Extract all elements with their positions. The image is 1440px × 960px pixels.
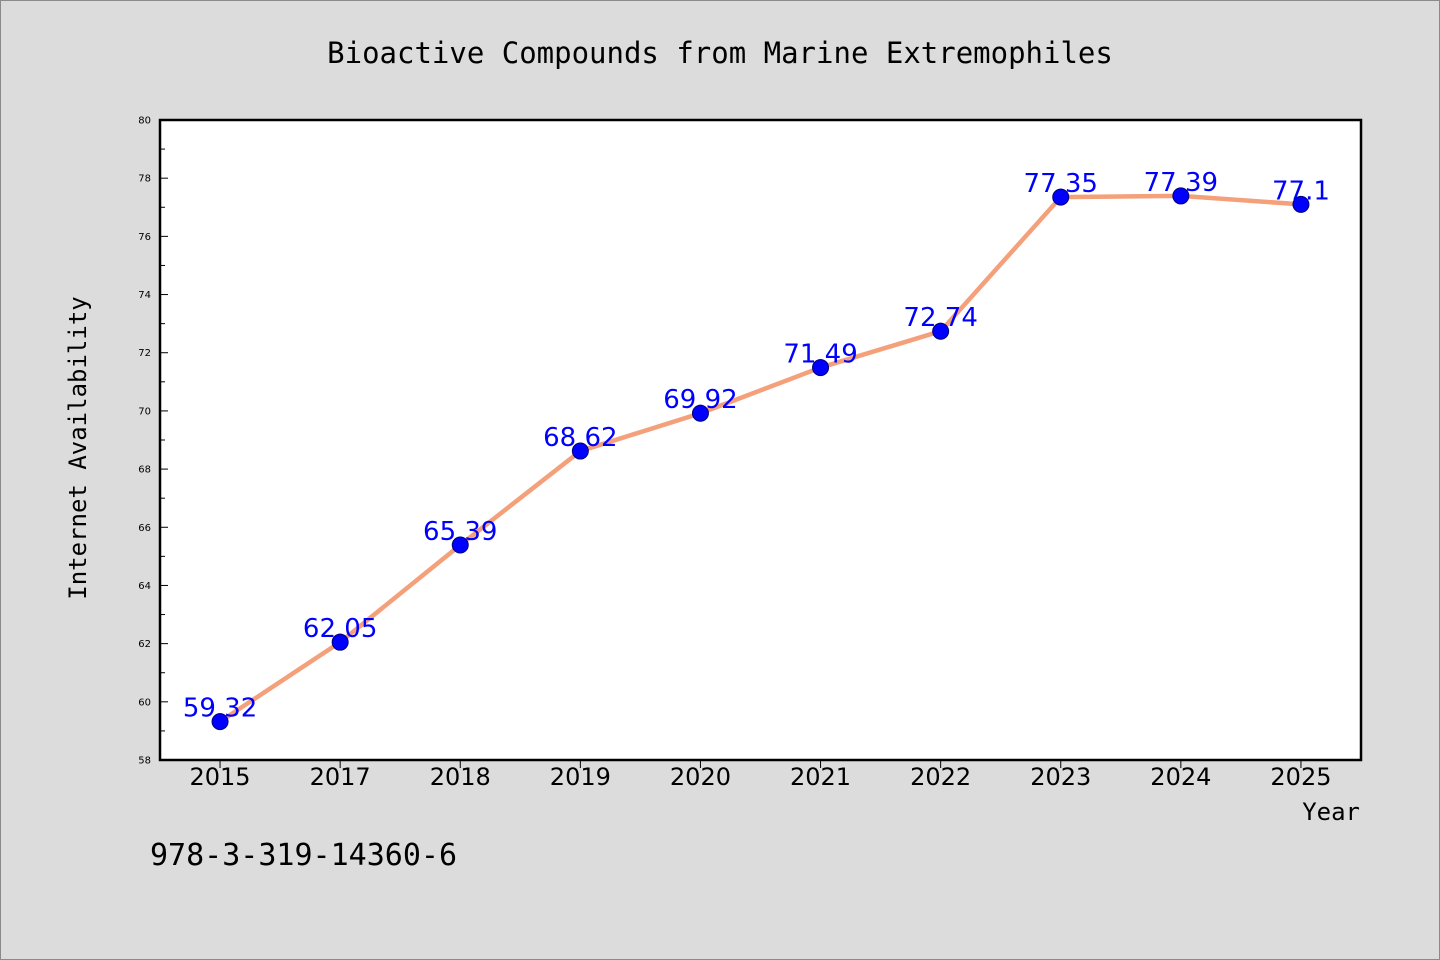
x-tick-label: 2022 (910, 763, 971, 791)
y-tick-label: 68 (138, 465, 151, 476)
y-tick-label: 58 (138, 756, 151, 767)
data-point (691, 404, 709, 422)
y-tick-label: 66 (138, 523, 151, 534)
x-tick-label: 2021 (790, 763, 851, 791)
y-tick-label: 72 (138, 348, 151, 359)
y-tick-label: 74 (138, 290, 151, 301)
data-point (331, 633, 349, 651)
plot-area (160, 120, 1361, 760)
y-tick-label: 70 (138, 406, 151, 417)
y-tick-label: 60 (138, 697, 151, 708)
data-point (1292, 195, 1310, 213)
y-tick-label: 80 (138, 116, 151, 127)
x-axis-label: Year (1302, 798, 1360, 826)
y-axis-label: Internet Availability (64, 296, 92, 599)
data-point (1052, 188, 1070, 206)
data-points (211, 187, 1310, 731)
x-tick-label: 2019 (550, 763, 611, 791)
x-tick-label: 2025 (1270, 763, 1331, 791)
axes: 58 60 62 64 66 68 70 72 74 76 78 80 2015 2017 2018 2019… (138, 116, 1331, 792)
x-tick-label: 2020 (670, 763, 731, 791)
chart-title: Bioactive Compounds from Marine Extremop… (327, 36, 1113, 70)
data-point (211, 713, 229, 731)
data-point (451, 536, 469, 554)
data-point (932, 322, 950, 340)
data-point (571, 442, 589, 460)
y-tick-label: 62 (138, 639, 151, 650)
data-point (1172, 187, 1190, 205)
y-tick-label: 64 (138, 581, 151, 592)
series-line (217, 193, 1304, 724)
x-tick-label: 2015 (190, 763, 251, 791)
x-tick-label: 2018 (430, 763, 491, 791)
footer-text: 978-3-319-14360-6 (150, 838, 457, 873)
x-tick-label: 2017 (310, 763, 371, 791)
series-layer (217, 193, 1304, 724)
plot-border (158, 118, 1363, 762)
x-tick-label: 2024 (1150, 763, 1211, 791)
y-tick-label: 78 (138, 174, 151, 185)
x-tick-label: 2023 (1030, 763, 1091, 791)
data-point (812, 359, 830, 377)
y-tick-label: 76 (138, 232, 151, 243)
